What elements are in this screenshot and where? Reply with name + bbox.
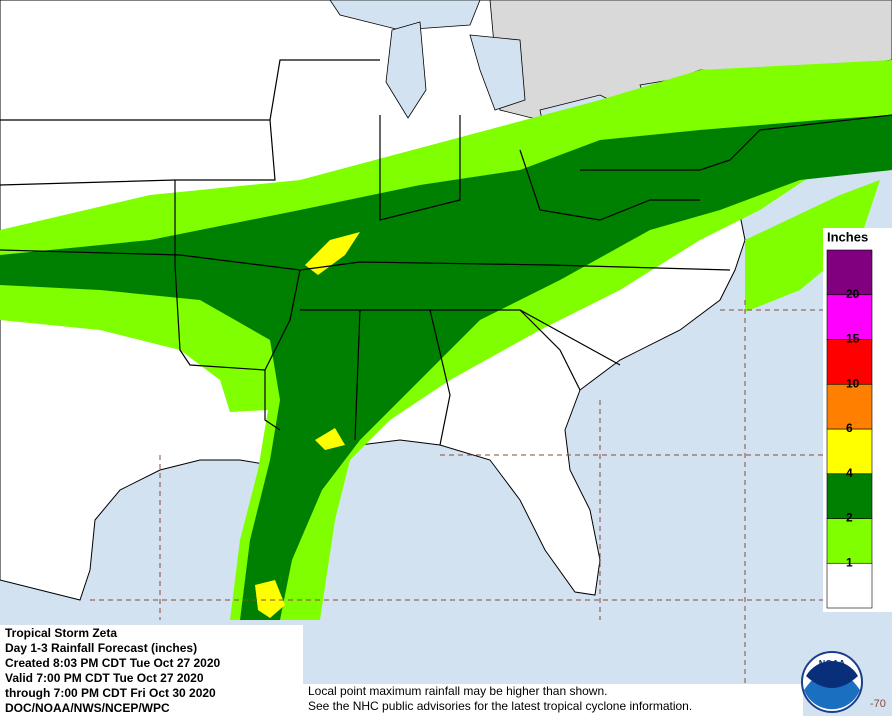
legend-swatch: [826, 249, 873, 296]
disclaimer-line: Local point maximum rainfall may be high…: [308, 684, 607, 698]
rain-1in: [745, 180, 880, 312]
graticule: [90, 300, 825, 716]
legend-label: 4: [846, 466, 853, 480]
rain-4in: [305, 232, 360, 275]
legend-swatch: [826, 473, 873, 519]
logo-text: NOAA: [819, 658, 846, 668]
legend-swatch: [826, 339, 873, 385]
disclaimer-text: Local point maximum rainfall may be high…: [308, 684, 692, 713]
legend-swatch: [826, 518, 873, 564]
legend-label: 1: [846, 555, 853, 569]
info-line: Created 8:03 PM CDT Tue Oct 27 2020: [5, 656, 221, 670]
legend: 1 2 4 6 10 15 20: [826, 249, 873, 609]
info-line: DOC/NOAA/NWS/NCEP/WPC: [5, 701, 170, 715]
legend-title: Inches: [827, 229, 868, 244]
noaa-logo: NOAA: [801, 651, 863, 713]
longitude-label: -70: [870, 698, 886, 710]
state-borders: [0, 59, 892, 446]
legend-swatch: [826, 428, 873, 475]
lake: [329, 0, 481, 31]
rain-4in: [315, 428, 345, 450]
info-line: Valid 7:00 PM CDT Tue Oct 27 2020: [5, 671, 204, 685]
info-line: Day 1-3 Rainfall Forecast (inches): [5, 641, 197, 655]
lake: [385, 21, 427, 119]
info-box: [0, 625, 303, 716]
legend-swatch: [826, 562, 873, 609]
legend-swatch: [826, 294, 873, 340]
info-line: through 7:00 PM CDT Fri Oct 30 2020: [5, 686, 216, 700]
legend-label: 10: [846, 376, 860, 390]
info-line: Tropical Storm Zeta: [5, 626, 117, 640]
lake: [469, 34, 526, 111]
rain-2in: [0, 115, 892, 620]
legend-label: 2: [846, 511, 853, 525]
legend-label: 6: [846, 421, 853, 435]
legend-label: 20: [846, 287, 860, 301]
legend-swatch: [826, 383, 873, 430]
disclaimer-line: See the NHC public advisories for the la…: [308, 699, 692, 713]
rain-4in: [255, 580, 285, 618]
legend-label: 15: [846, 332, 860, 346]
disclaimer-box: [303, 684, 803, 716]
